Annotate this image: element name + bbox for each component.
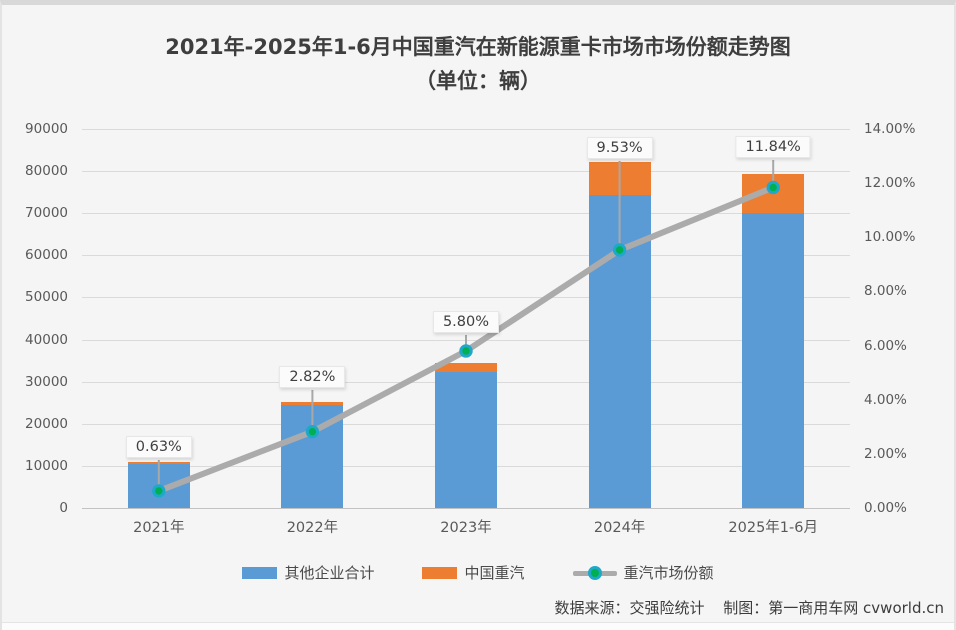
y-axis-left-tick: 10000 bbox=[25, 457, 68, 474]
gridline bbox=[82, 213, 850, 215]
y-axis-left-tick: 30000 bbox=[25, 373, 68, 390]
share-line-marker bbox=[612, 243, 627, 257]
y-axis-right-tick: 8.00% bbox=[864, 283, 907, 300]
y-axis-right-tick: 4.00% bbox=[864, 391, 907, 408]
gridline bbox=[82, 255, 850, 257]
chart-credit-text: 制图：第一商用车网 cvworld.cn bbox=[723, 599, 944, 617]
bar-segment-cnhtc bbox=[435, 363, 497, 372]
footer-credit: 数据来源：交强险统计 制图：第一商用车网 cvworld.cn bbox=[554, 597, 944, 618]
share-line-marker bbox=[459, 344, 473, 358]
share-line-marker bbox=[766, 180, 780, 195]
legend-item-cnhtc: 中国重汽 bbox=[422, 562, 525, 583]
share-data-label: 11.84% bbox=[735, 136, 811, 158]
y-axis-right-tick: 12.00% bbox=[864, 175, 916, 192]
share-data-label: 5.80% bbox=[432, 311, 500, 333]
bottom-strip bbox=[2, 622, 954, 630]
data-source-text: 数据来源：交强险统计 bbox=[554, 599, 705, 617]
chart-title: 2021年-2025年1-6月中国重汽在新能源重卡市场市场份额走势图 bbox=[165, 35, 791, 59]
y-axis-left-tick: 50000 bbox=[25, 289, 68, 306]
gridline bbox=[82, 508, 850, 509]
y-axis-right-tick: 2.00% bbox=[864, 445, 907, 462]
legend-label: 其他企业合计 bbox=[284, 564, 375, 582]
y-axis-left-tick: 80000 bbox=[25, 163, 68, 180]
y-axis-left-tick: 70000 bbox=[25, 205, 68, 222]
legend-item-other-companies: 其他企业合计 bbox=[242, 562, 374, 583]
gridline bbox=[82, 171, 850, 173]
legend-swatch-blue bbox=[242, 566, 278, 579]
bar-segment-other-companies bbox=[742, 213, 805, 508]
gridline bbox=[82, 129, 850, 130]
y-axis-left-tick: 20000 bbox=[25, 415, 68, 432]
y-axis-left-tick: 60000 bbox=[25, 247, 68, 264]
x-axis-label: 2024年 bbox=[593, 520, 646, 536]
y-axis-left-tick: 40000 bbox=[25, 331, 68, 348]
y-axis-left-tick: 0 bbox=[59, 500, 68, 516]
legend-item-share-line: 重汽市场份额 bbox=[572, 562, 714, 583]
x-axis-label: 2021年 bbox=[133, 520, 185, 536]
share-data-label: 0.63% bbox=[125, 436, 192, 458]
y-axis-right-tick: 6.00% bbox=[864, 337, 907, 354]
legend-label: 中国重汽 bbox=[464, 564, 525, 582]
plot-area bbox=[82, 129, 850, 509]
legend: 其他企业合计 中国重汽 重汽市场份额 bbox=[2, 562, 954, 583]
y-axis-left-tick: 90000 bbox=[25, 121, 68, 137]
share-line-layer bbox=[152, 160, 780, 498]
share-data-label: 9.53% bbox=[586, 137, 653, 159]
gridline bbox=[82, 297, 850, 299]
share-data-label: 2.82% bbox=[279, 366, 346, 388]
chart-title-block: 2021年-2025年1-6月中国重汽在新能源重卡市场市场份额走势图 （单位：辆… bbox=[2, 31, 954, 98]
legend-swatch-orange bbox=[422, 566, 458, 579]
x-axis-label: 2022年 bbox=[286, 520, 339, 536]
chart-subtitle: （单位：辆） bbox=[415, 68, 541, 93]
y-axis-right-tick: 0.00% bbox=[864, 500, 907, 516]
y-axis-right-tick: 14.00% bbox=[864, 121, 916, 137]
bar-segment-other-companies bbox=[435, 371, 497, 508]
legend-label: 重汽市场份额 bbox=[623, 564, 714, 582]
legend-line-marker-icon bbox=[572, 565, 617, 580]
x-axis-label: 2023年 bbox=[440, 520, 492, 536]
share-line-marker bbox=[152, 484, 166, 498]
y-axis-right-tick: 10.00% bbox=[864, 229, 916, 246]
share-line-marker bbox=[305, 424, 320, 439]
x-axis-label: 2025年1-6月 bbox=[728, 520, 818, 536]
